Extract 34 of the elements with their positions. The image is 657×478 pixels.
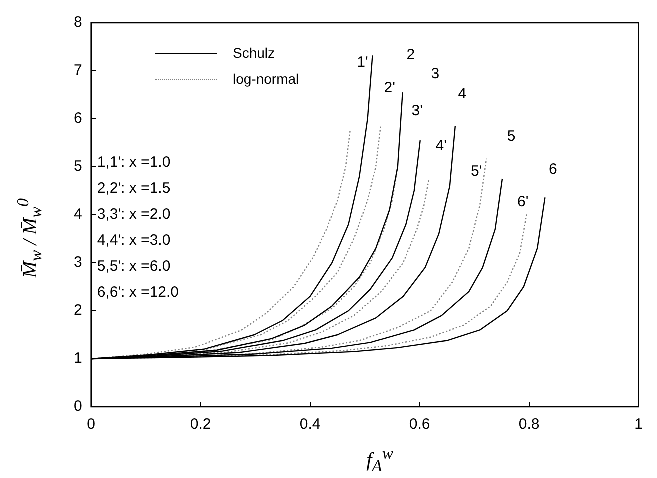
annotation: 3' xyxy=(412,102,424,120)
annotation: 5' xyxy=(471,162,482,180)
annotation: 6' xyxy=(518,194,529,211)
annotation: 1,1': x =1.0 xyxy=(97,154,171,172)
y-tick-label: 0 xyxy=(74,398,82,416)
x-tick-label: 1 xyxy=(634,416,643,434)
y-tick-label: 2 xyxy=(74,302,82,320)
legend-label: log-normal xyxy=(233,71,300,87)
annotation: 5 xyxy=(507,128,516,146)
annotation: 2,2': x =1.5 xyxy=(97,180,171,198)
x-tick-label: 0.8 xyxy=(518,416,540,434)
annotation: 1' xyxy=(357,54,368,71)
y-tick-label: 7 xyxy=(74,62,82,80)
y-tick-label: 5 xyxy=(74,158,82,176)
y-tick-label: 6 xyxy=(74,110,82,128)
annotation: 2 xyxy=(406,46,416,64)
annotation: 2' xyxy=(384,80,396,97)
annotation: 4,4': x =3.0 xyxy=(97,232,171,250)
annotation: 5,5': x =6.0 xyxy=(97,258,171,276)
x-tick-label: 0.6 xyxy=(409,416,430,434)
y-tick-label: 1 xyxy=(74,350,82,368)
y-tick-label: 3 xyxy=(74,254,82,272)
y-tick-label: 4 xyxy=(74,206,82,224)
x-tick-label: 0 xyxy=(87,416,96,434)
annotation: 4' xyxy=(436,137,448,154)
x-tick-label: 0.4 xyxy=(300,416,321,434)
annotation: 3 xyxy=(431,66,440,83)
annotation: 4 xyxy=(458,85,467,102)
annotation: 6,6': x =12.0 xyxy=(97,284,180,302)
annotation: 3,3': x =2.0 xyxy=(97,206,171,224)
y-tick-label: 8 xyxy=(74,14,82,32)
annotation: 6 xyxy=(549,160,558,178)
legend-label: Schulz xyxy=(233,45,276,61)
x-tick-label: 0.2 xyxy=(190,416,212,434)
